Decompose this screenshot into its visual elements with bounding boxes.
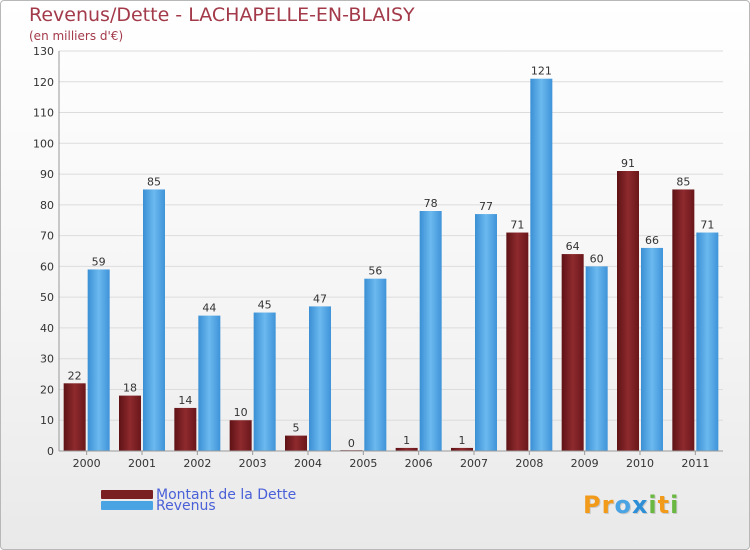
data-label-revenus-2008: 121 [531, 65, 552, 78]
data-label-revenus-2003: 45 [258, 299, 272, 312]
x-tick-label-2002: 2002 [183, 457, 211, 470]
y-tick-label: 50 [40, 291, 54, 304]
bar-dette-2007 [451, 447, 473, 451]
bar-revenus-2009 [585, 266, 608, 451]
legend-swatch-revenus [101, 501, 153, 510]
bar-dette-2008 [506, 232, 529, 451]
legend-label-dette: Montant de la Dette [156, 487, 297, 503]
data-label-revenus-2004: 47 [313, 292, 327, 305]
data-label-dette-2001: 18 [123, 382, 137, 395]
data-label-revenus-2000: 59 [92, 255, 106, 268]
bar-revenus-2002 [198, 315, 221, 451]
y-tick-label: 30 [40, 353, 54, 366]
x-tick-label-2001: 2001 [128, 457, 156, 470]
y-tick-label: 80 [40, 199, 54, 212]
data-label-revenus-2010: 66 [645, 234, 659, 247]
x-tick-label-2009: 2009 [571, 457, 599, 470]
x-tick-label-2006: 2006 [405, 457, 433, 470]
data-label-dette-2005: 0 [348, 437, 355, 450]
bar-revenus-2011 [696, 232, 719, 451]
y-tick-label: 20 [40, 383, 54, 396]
data-label-dette-2004: 5 [293, 422, 300, 435]
x-tick-label-2010: 2010 [626, 457, 654, 470]
data-label-dette-2006: 1 [403, 434, 410, 447]
data-label-dette-2010: 91 [621, 157, 635, 170]
data-label-dette-2008: 71 [510, 219, 524, 232]
data-label-dette-2009: 64 [566, 240, 580, 253]
y-tick-label: 120 [33, 76, 54, 89]
data-label-revenus-2006: 78 [424, 197, 438, 210]
data-label-revenus-2002: 44 [202, 302, 216, 315]
data-label-revenus-2007: 77 [479, 200, 493, 213]
y-tick-label: 60 [40, 260, 54, 273]
bar-dette-2002 [174, 407, 197, 451]
bar-dette-2004 [285, 435, 307, 451]
data-label-revenus-2011: 71 [700, 219, 714, 232]
x-tick-label-2007: 2007 [460, 457, 488, 470]
data-label-revenus-2001: 85 [147, 175, 161, 188]
bar-dette-2003 [229, 420, 252, 451]
proxiti-logo: Proxiti [583, 491, 680, 519]
bar-dette-2010 [617, 171, 639, 451]
x-tick-label-2005: 2005 [349, 457, 377, 470]
y-tick-label: 110 [33, 107, 54, 120]
bar-revenus-2008 [530, 78, 553, 451]
bar-revenus-2000 [87, 269, 110, 451]
data-label-dette-2007: 1 [459, 434, 466, 447]
data-label-revenus-2005: 56 [368, 265, 382, 278]
data-label-dette-2003: 10 [234, 406, 248, 419]
y-tick-label: 70 [40, 230, 54, 243]
legend-swatch-dette [101, 490, 153, 499]
bar-dette-2006 [395, 447, 418, 451]
data-label-dette-2011: 85 [676, 175, 690, 188]
chart-subtitle: (en milliers d'€) [29, 29, 124, 43]
y-tick-label: 10 [40, 414, 54, 427]
bar-dette-2000 [63, 383, 86, 451]
x-tick-label-2008: 2008 [515, 457, 543, 470]
data-label-revenus-2009: 60 [590, 252, 604, 265]
bar-revenus-2001 [143, 189, 165, 451]
bar-dette-2009 [561, 254, 584, 451]
y-tick-label: 0 [47, 445, 54, 458]
x-tick-label-2004: 2004 [294, 457, 322, 470]
y-tick-label: 100 [33, 137, 54, 150]
y-tick-label: 90 [40, 168, 54, 181]
bar-revenus-2006 [419, 211, 442, 451]
y-tick-label: 40 [40, 322, 54, 335]
bar-revenus-2007 [475, 214, 497, 451]
bar-dette-2011 [672, 189, 695, 451]
bar-revenus-2004 [309, 306, 331, 451]
bar-revenus-2003 [253, 312, 276, 451]
x-tick-label-2011: 2011 [681, 457, 709, 470]
bar-revenus-2005 [364, 278, 387, 451]
data-label-dette-2002: 14 [178, 394, 192, 407]
x-tick-label-2000: 2000 [73, 457, 101, 470]
data-label-dette-2000: 22 [68, 369, 82, 382]
bar-revenus-2010 [641, 247, 663, 451]
y-tick-label: 130 [33, 45, 54, 58]
x-tick-label-2003: 2003 [239, 457, 267, 470]
chart-title: Revenus/Dette - LACHAPELLE-EN-BLAISY [29, 4, 415, 26]
bar-dette-2001 [119, 395, 141, 451]
legend-label-revenus: Revenus [156, 498, 216, 514]
